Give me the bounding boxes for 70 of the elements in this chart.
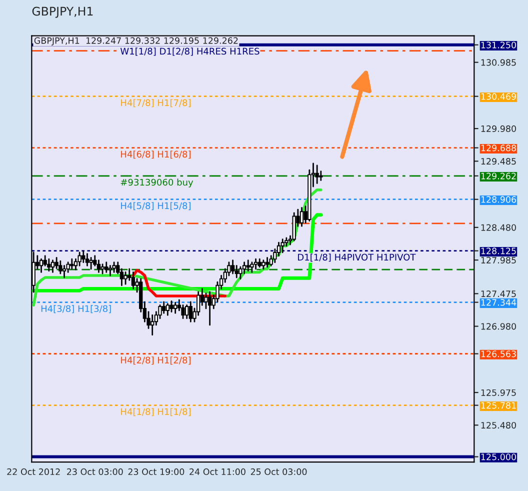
x-tick-label: 23 Oct 03:00	[67, 468, 123, 476]
ref-line-label: #93139060 buy	[120, 178, 194, 188]
candlestick	[50, 260, 55, 273]
x-tick-label: 23 Oct 19:00	[128, 468, 184, 476]
candlestick	[166, 303, 170, 316]
candlestick	[265, 257, 270, 268]
candlestick	[100, 264, 104, 274]
candlestick	[254, 258, 258, 270]
y-tick-label: 130.469	[481, 93, 516, 100]
y-tick-label: 125.000	[481, 454, 516, 460]
candlestick	[250, 262, 254, 273]
y-tick-label: 129.688	[481, 144, 516, 152]
candlestick	[39, 258, 44, 273]
chart-title: GBPJPY,H1	[32, 6, 93, 18]
candlestick	[162, 301, 166, 314]
candlestick	[188, 301, 192, 322]
candlestick	[112, 262, 116, 273]
y-tick-label: 128.480	[481, 224, 516, 231]
candlestick	[78, 252, 82, 266]
annotation: GBPJPY,H1 129.247 129.332 129.195 129.262	[34, 37, 238, 46]
y-tick-label: 129.262	[481, 172, 516, 180]
candlestick	[230, 260, 235, 274]
x-tick-label: 25 Oct 03:00	[250, 468, 307, 476]
candlestick	[58, 260, 62, 274]
candlestick	[124, 272, 128, 285]
ref-line-label: H4[6/8] H1[6/8]	[121, 150, 190, 159]
candlestick	[246, 260, 250, 272]
candlestick	[104, 262, 108, 273]
y-tick-label: 125.975	[481, 389, 516, 396]
candlestick	[315, 164, 319, 184]
candlestick	[204, 292, 208, 310]
candlestick	[170, 300, 174, 312]
x-tick-label: 22 Oct 2012	[7, 468, 60, 476]
candlestick	[208, 291, 212, 326]
ref-line-label: H4[5/8] H1[5/8]	[121, 202, 190, 210]
y-tick-label: 130.985	[481, 59, 516, 66]
candlestick	[292, 212, 296, 242]
candlestick	[174, 302, 178, 314]
y-tick-label: 125.480	[481, 422, 516, 429]
y-tick-label: 127.344	[481, 299, 516, 306]
candlestick	[82, 250, 86, 264]
ref-line-label: H4[2/8] H1[2/8]	[121, 356, 190, 365]
y-tick-label: 127.475	[481, 290, 516, 298]
candlestick	[185, 304, 189, 320]
ref-line-label: D1[1/8] H4PIVOT H1PIVOT	[298, 254, 416, 262]
ref-line-label: W1[1/8] D1[2/8] H4RES H1RES	[120, 48, 260, 56]
candlestick	[47, 258, 51, 272]
candlestick	[70, 258, 74, 270]
candlestick	[300, 206, 304, 227]
candlestick	[150, 314, 154, 336]
candlestick	[131, 272, 136, 290]
y-tick-label: 129.980	[481, 125, 516, 132]
y-tick-label: 129.485	[481, 158, 516, 165]
y-tick-label: 126.980	[481, 323, 516, 330]
ref-line-label: H4[1/8] H1[1/8]	[121, 408, 190, 416]
candlestick	[108, 264, 112, 276]
candlestick	[319, 170, 323, 181]
y-tick-label: 125.781	[481, 402, 516, 409]
x-tick-label: 24 Oct 11:00	[190, 468, 246, 476]
y-tick-label: 126.563	[481, 350, 516, 358]
y-tick-label: 131.250	[481, 42, 516, 48]
ref-line-label: H4[7/8] H1[7/8]	[121, 99, 190, 108]
y-tick-label: 128.125	[481, 248, 516, 254]
y-tick-label: 127.985	[481, 256, 516, 264]
ref-line-label: H4[3/8] H1[3/8]	[41, 305, 111, 314]
candlestick	[89, 257, 93, 270]
candlestick	[85, 253, 90, 266]
candlestick	[280, 238, 284, 254]
y-tick-label: 128.906	[481, 196, 516, 203]
candlestick	[62, 264, 66, 278]
